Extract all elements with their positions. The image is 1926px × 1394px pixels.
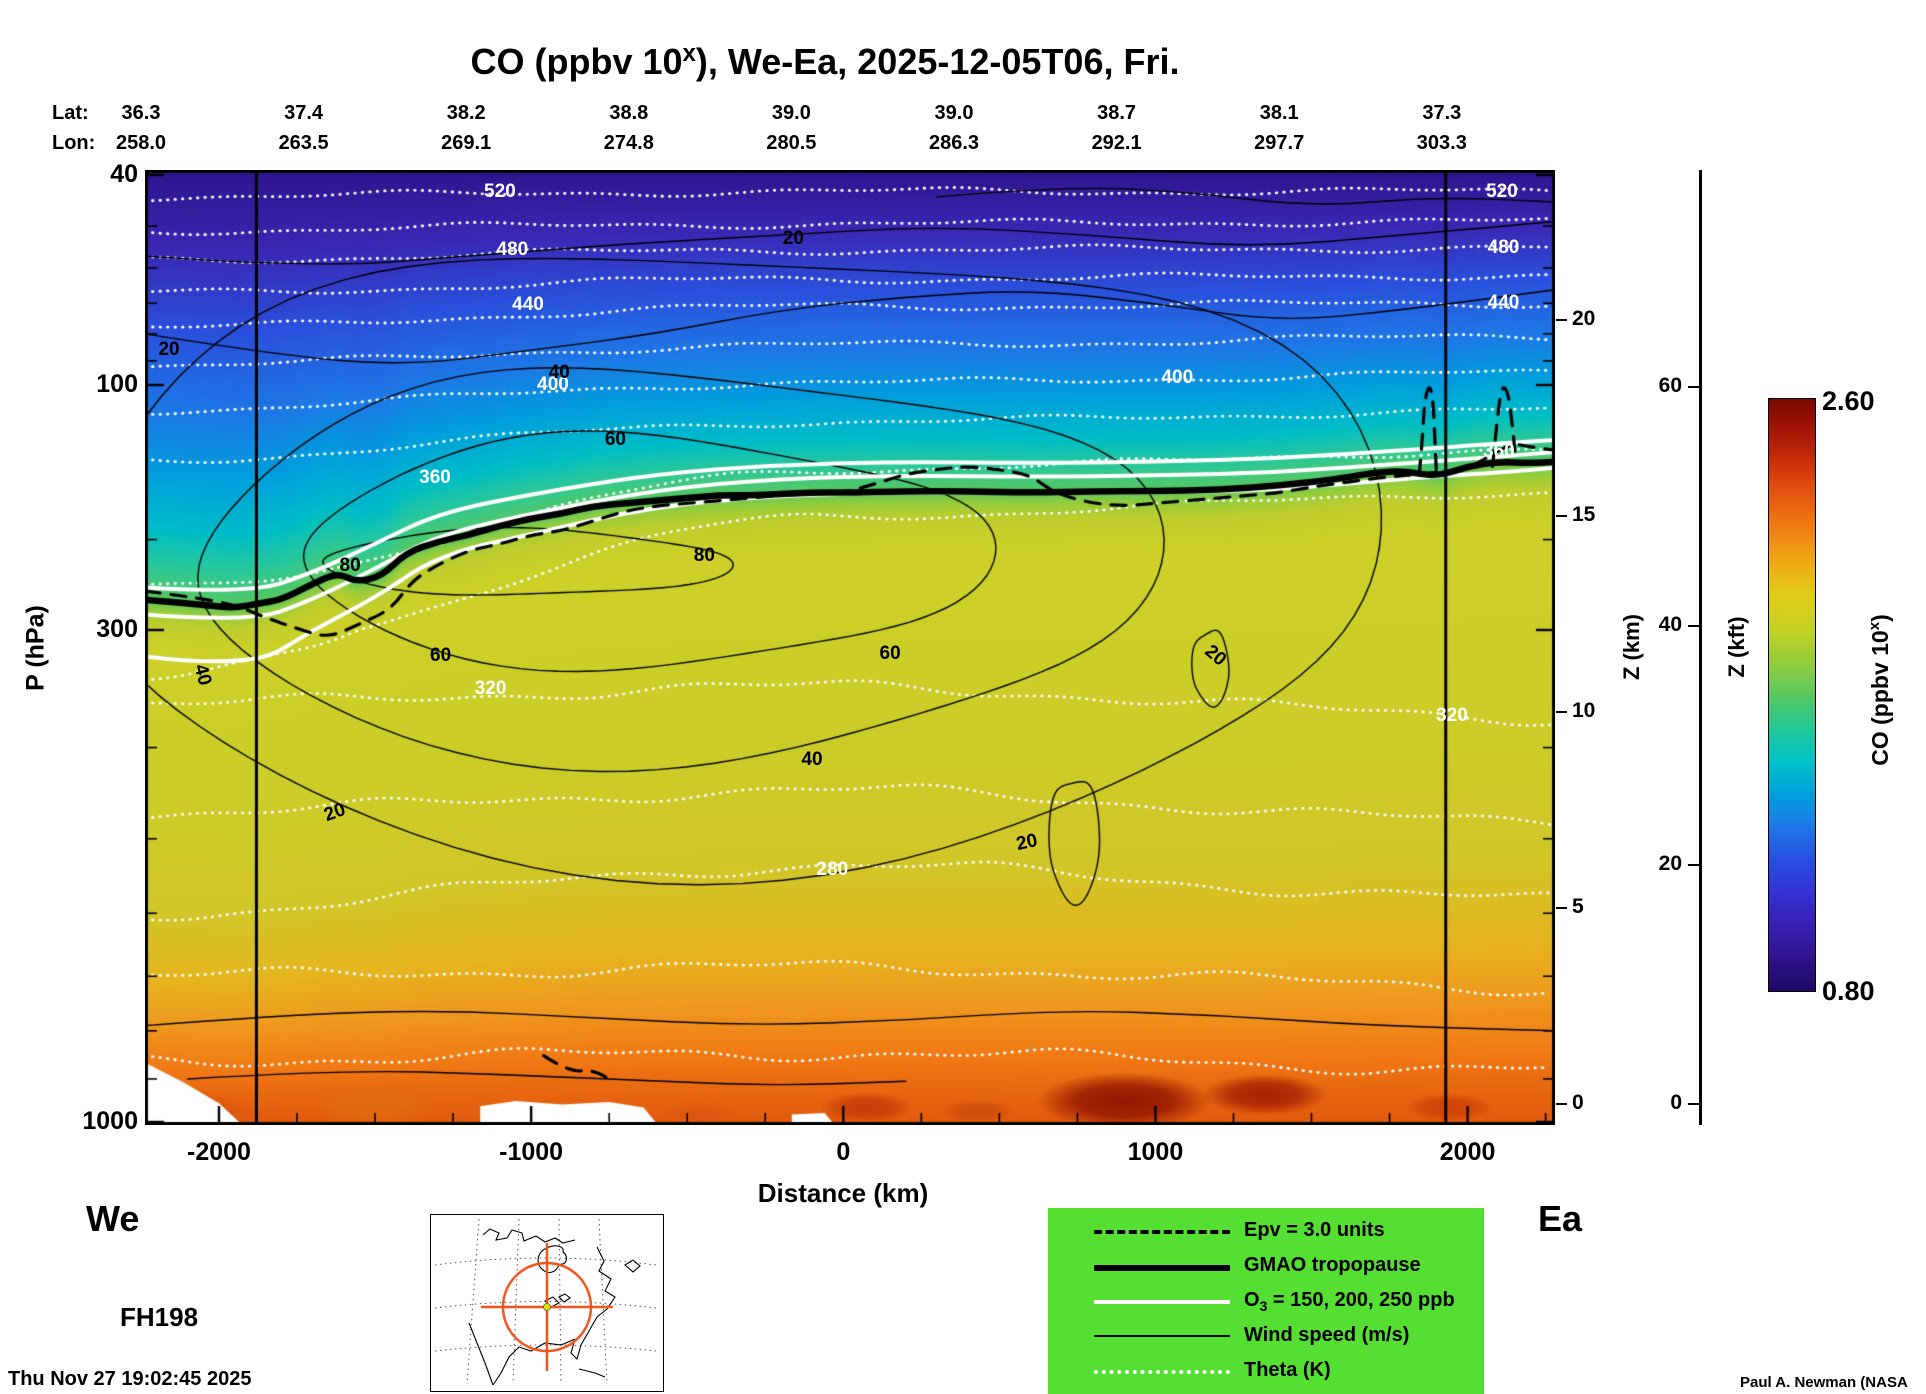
lat-value: 39.0	[934, 102, 974, 124]
lat-value: 37.3	[1422, 102, 1462, 124]
lat-value: 38.8	[609, 102, 649, 124]
lon-value: 286.3	[928, 132, 980, 154]
z-km-tick-label: 20	[1572, 307, 1596, 330]
lon-value: 297.7	[1254, 132, 1305, 154]
z-kft-tick-mark	[1688, 624, 1699, 628]
colorbar-title-prefix: CO (ppbv 10	[1866, 630, 1893, 766]
cross-section-plot	[145, 170, 1555, 1125]
distance-tick-label: -2000	[186, 1138, 251, 1166]
pressure-tick-label: 1000	[82, 1107, 138, 1135]
lon-value: 274.8	[603, 132, 654, 154]
legend-line-sample-white-solid	[1094, 1300, 1230, 1304]
lat-value: 39.0	[771, 102, 811, 124]
z-kft-tick-label: 0	[1670, 1091, 1682, 1114]
z-kft-tick-mark	[1688, 1102, 1699, 1106]
plot-title-prefix: CO (ppbv 10	[470, 41, 683, 82]
legend-item-label: O3 = 150, 200, 250 ppb	[1244, 1289, 1455, 1314]
z-km-tick-mark	[1556, 1102, 1567, 1106]
z-kft-axis-line	[1699, 170, 1702, 1125]
legend-item-label: GMAO tropopause	[1244, 1254, 1421, 1276]
plot-title-suffix: ), We-Ea, 2025-12-05T06, Fri.	[695, 41, 1180, 82]
legend-line-sample-dashed-black	[1094, 1230, 1230, 1234]
lon-value: 258.0	[115, 132, 167, 154]
z-kft-tick-label: 20	[1658, 852, 1682, 876]
legend-line-sample-white-dotted	[1094, 1370, 1230, 1374]
z-km-tick-label: 0	[1572, 1091, 1584, 1114]
plot-title-exponent: x	[682, 40, 696, 67]
distance-axis-title: Distance (km)	[757, 1178, 929, 1208]
cross-section-canvas	[145, 170, 1555, 1125]
legend-line-sample-thin-black	[1094, 1335, 1230, 1337]
z-kft-tick-label: 40	[1658, 613, 1682, 637]
legend-item-label: Theta (K)	[1244, 1359, 1331, 1381]
lat-value: 38.7	[1097, 102, 1137, 124]
z-kft-tick-mark	[1688, 863, 1699, 867]
z-kft-axis-title: Z (kft)	[1724, 616, 1749, 678]
pressure-tick-label: 100	[96, 370, 138, 398]
forecast-hour-label: FH198	[120, 1302, 199, 1332]
colorbar-title-suffix: )	[1866, 614, 1893, 622]
distance-tick-label: -1000	[499, 1138, 564, 1166]
colorbar-max-value: 2.60	[1822, 386, 1875, 416]
east-end-label: Ea	[1538, 1198, 1583, 1239]
distance-tick-label: 0	[836, 1138, 851, 1166]
z-km-tick-label: 5	[1572, 895, 1584, 918]
z-km-tick-mark	[1556, 710, 1567, 714]
legend-item-label: Epv = 3.0 units	[1244, 1219, 1385, 1241]
lon-row-label: Lon:	[52, 132, 96, 154]
lat-value: 37.4	[284, 102, 324, 124]
map-inset	[430, 1214, 664, 1392]
west-end-label: We	[86, 1198, 140, 1239]
z-km-tick-mark	[1556, 906, 1567, 910]
lon-value: 280.5	[766, 132, 817, 154]
creation-timestamp: Thu Nov 27 19:02:45 2025	[8, 1368, 252, 1390]
colorbar	[1768, 398, 1816, 992]
lat-value: 38.2	[446, 102, 486, 124]
colorbar-min-value: 0.80	[1822, 976, 1875, 1006]
lon-value: 303.3	[1416, 132, 1467, 154]
lon-value: 292.1	[1091, 132, 1142, 154]
legend-box: Epv = 3.0 units GMAO tropopause O3 = 150, …	[1048, 1208, 1484, 1394]
distance-tick-label: 1000	[1127, 1138, 1184, 1166]
z-km-tick-mark	[1556, 318, 1567, 322]
lat-value: 36.3	[121, 102, 161, 124]
plot-title: CO (ppbv 10x), We-Ea, 2025-12-05T06, Fri…	[471, 40, 1180, 83]
z-km-tick-mark	[1556, 514, 1567, 518]
lon-value: 269.1	[441, 132, 492, 154]
z-km-tick-label: 10	[1572, 699, 1596, 722]
legend-line-sample-thick-black	[1094, 1265, 1230, 1271]
pressure-tick-label: 300	[96, 615, 138, 643]
pressure-axis-title: P (hPa)	[21, 605, 50, 691]
pressure-tick-label: 40	[110, 160, 138, 188]
legend-item-label: Wind speed (m/s)	[1244, 1324, 1410, 1346]
z-km-tick-label: 15	[1572, 503, 1596, 526]
colorbar-title: CO (ppbv 10x)	[1866, 614, 1894, 765]
map-inset-svg	[434, 1218, 657, 1386]
credit-text: Paul A. Newman (NASA	[1740, 1374, 1908, 1391]
distance-tick-label: 2000	[1439, 1138, 1496, 1166]
colorbar-title-exponent: x	[1866, 621, 1884, 631]
lat-row-label: Lat:	[52, 102, 89, 124]
lat-value: 38.1	[1259, 102, 1299, 124]
lon-value: 263.5	[278, 132, 329, 154]
z-kft-tick-mark	[1688, 385, 1699, 389]
z-kft-tick-label: 60	[1658, 374, 1682, 398]
map-waypoint-marker	[543, 1303, 551, 1311]
